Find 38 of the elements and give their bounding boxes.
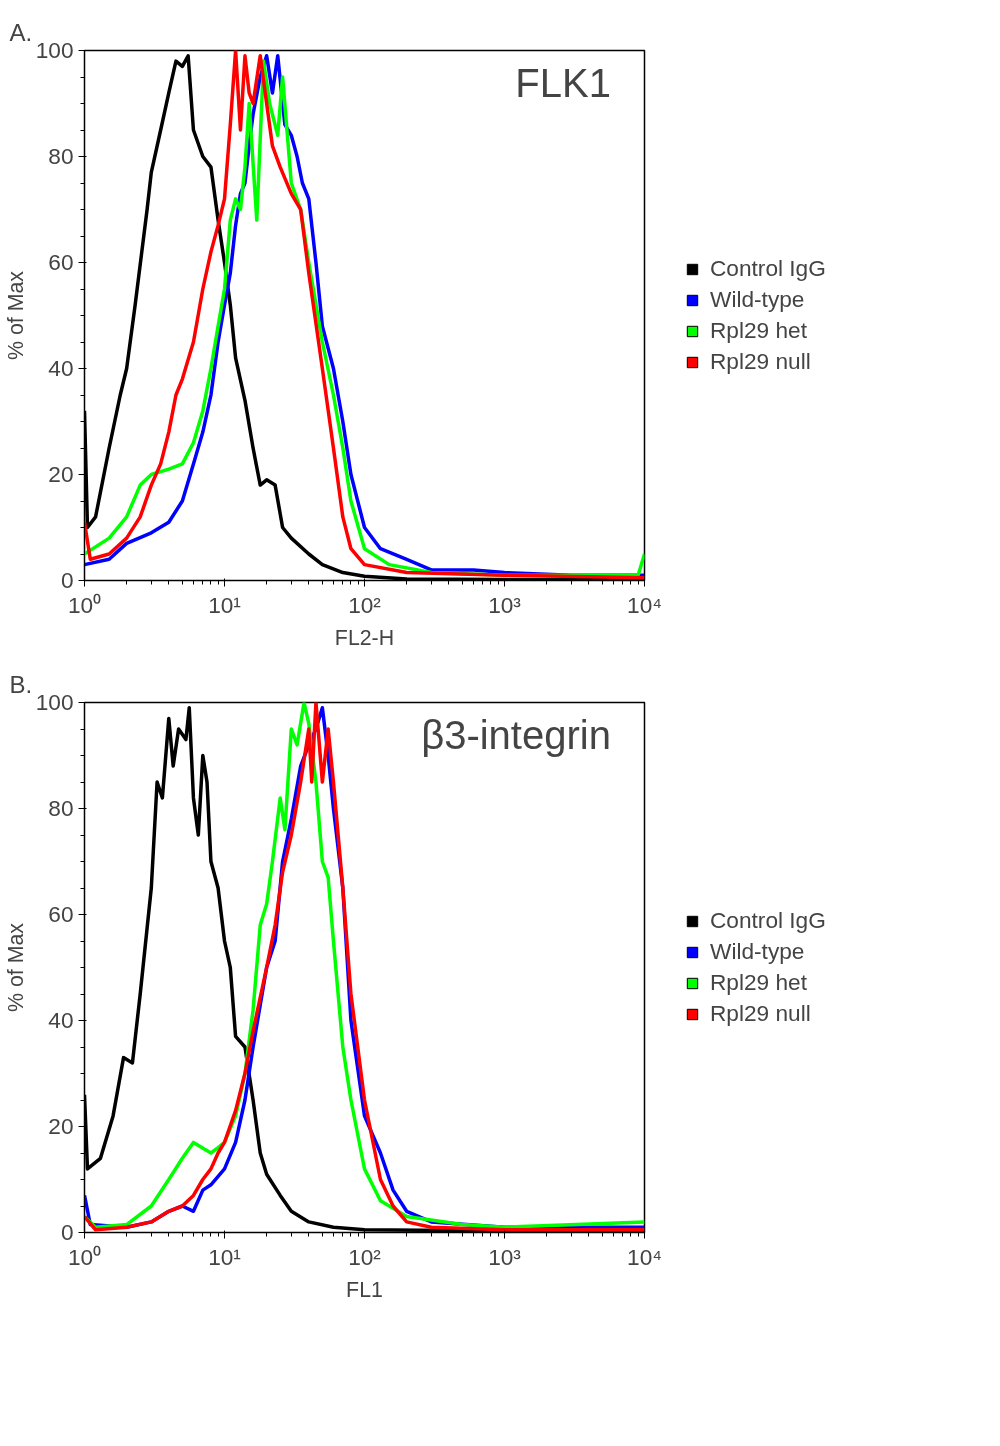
y-tick-label: 80	[48, 143, 74, 169]
y-tick-label: 40	[48, 1007, 74, 1033]
y-tick-label: 100	[35, 689, 74, 715]
x-tick-label: 10¹	[208, 591, 242, 618]
chart-title: A.	[9, 18, 33, 46]
x-tick-label: 10¹	[208, 1243, 242, 1270]
y-tick-label: 0	[60, 1219, 74, 1245]
annotation: FLK1	[515, 61, 611, 106]
y-tick-label: 0	[60, 567, 74, 593]
legend-label: Control IgG	[710, 255, 826, 282]
x-tick-label: 10³	[488, 591, 522, 618]
x-tick-label: 10²	[348, 1243, 382, 1270]
y-tick-label: 40	[48, 355, 74, 381]
y-tick-label: 100	[35, 37, 74, 63]
x-tick-label: 10⁰	[67, 591, 102, 618]
legend-label: Rpl29 null	[710, 1000, 811, 1027]
x-tick-label: 10²	[348, 591, 382, 618]
x-axis-title: FL1	[346, 1277, 383, 1302]
y-axis-title: % of Max	[3, 922, 28, 1012]
annotation: β3-integrin	[421, 713, 611, 758]
x-tick-label: 10³	[488, 1243, 522, 1270]
chart-title: B.	[9, 670, 33, 698]
legend-label: Rpl29 het	[710, 969, 807, 996]
y-tick-label: 20	[48, 461, 74, 487]
y-tick-label: 60	[48, 249, 74, 275]
y-axis-title: % of Max	[3, 270, 28, 360]
y-tick-label: 60	[48, 901, 74, 927]
legend-label: Wild-type	[710, 938, 805, 965]
x-tick-label: 10⁴	[627, 591, 662, 618]
legend-label: Control IgG	[710, 907, 826, 934]
y-tick-label: 20	[48, 1113, 74, 1139]
x-tick-label: 10⁴	[627, 1243, 662, 1270]
legend-label: Rpl29 null	[710, 348, 811, 375]
legend-label: Wild-type	[710, 286, 805, 313]
x-tick-label: 10⁰	[67, 1243, 102, 1270]
y-tick-label: 80	[48, 795, 74, 821]
legend-label: Rpl29 het	[710, 317, 807, 344]
x-axis-title: FL2-H	[334, 625, 395, 650]
